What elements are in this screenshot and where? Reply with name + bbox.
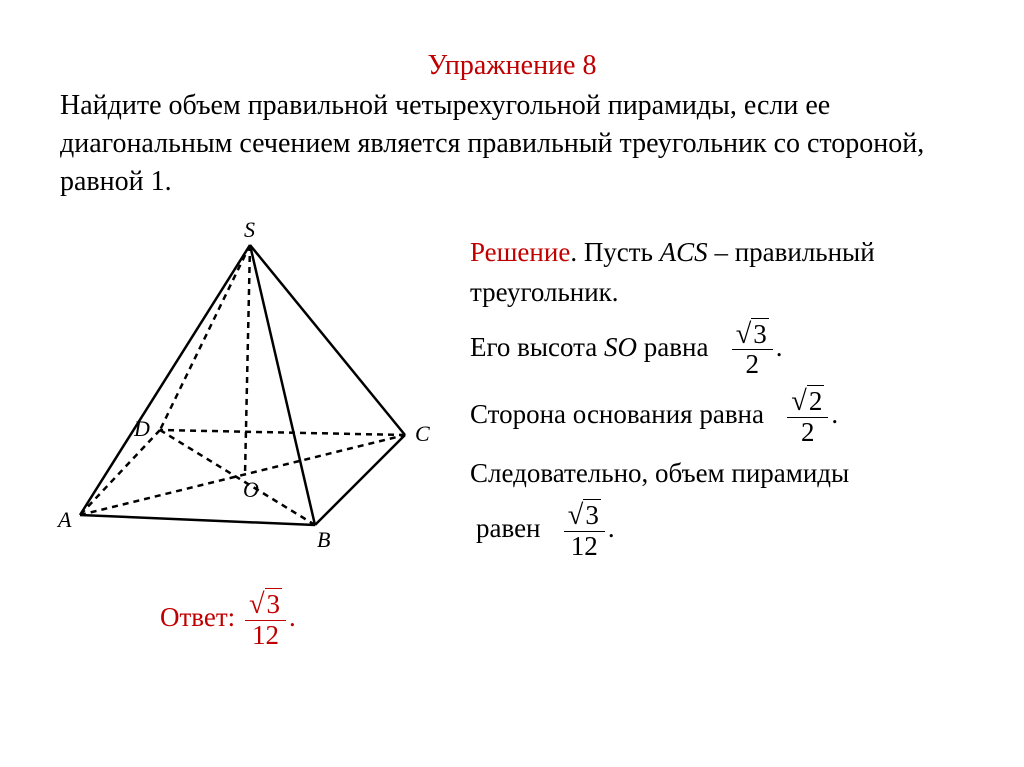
problem-statement: Найдите объем правильной четырехугольной… bbox=[0, 82, 1024, 200]
exercise-title: Упражнение 8 bbox=[0, 0, 1024, 82]
answer-num-root: 3 bbox=[265, 588, 283, 619]
content-row: S A B C D O Ответ: 3 12 . Решение. Пусть ACS … bbox=[0, 200, 1024, 649]
solution-line-4: Следовательно, объем пирамиды bbox=[470, 454, 984, 493]
svg-text:A: A bbox=[56, 507, 72, 532]
problem-text: Найдите объем правильной четырехугольной… bbox=[60, 90, 924, 197]
solution-column: Решение. Пусть ACS – правильный треуголь… bbox=[460, 215, 984, 649]
answer-den: 12 bbox=[245, 621, 286, 649]
answer-block: Ответ: 3 12 . bbox=[160, 590, 460, 649]
fraction-3: 3 12 bbox=[564, 501, 605, 560]
diagram-column: S A B C D O Ответ: 3 12 . bbox=[40, 215, 460, 649]
solution-line-2: Его высота SO равна 3 2 . bbox=[470, 320, 984, 379]
solution-line-1: Решение. Пусть ACS – правильный треуголь… bbox=[470, 233, 984, 311]
fraction-1: 3 2 bbox=[732, 320, 773, 379]
solution-word: Решение bbox=[470, 237, 570, 267]
answer-period: . bbox=[289, 602, 296, 632]
svg-text:B: B bbox=[317, 527, 330, 552]
frac1-den: 2 bbox=[732, 350, 773, 378]
frac2-den: 2 bbox=[787, 418, 828, 446]
frac3-den: 12 bbox=[564, 532, 605, 560]
svg-text:O: O bbox=[243, 477, 259, 502]
title-text: Упражнение 8 bbox=[428, 50, 597, 81]
solution-line-3: Сторона основания равна 2 2 . bbox=[470, 387, 984, 446]
fraction-2: 2 2 bbox=[787, 387, 828, 446]
svg-text:D: D bbox=[133, 416, 150, 441]
answer-fraction: 3 12 bbox=[245, 590, 286, 649]
pyramid-diagram: S A B C D O bbox=[40, 215, 450, 555]
solution-line-5: равен 3 12 . bbox=[476, 501, 984, 560]
svg-text:S: S bbox=[244, 217, 255, 242]
frac2-num: 2 bbox=[807, 385, 825, 416]
svg-text:C: C bbox=[415, 421, 430, 446]
frac3-num: 3 bbox=[583, 499, 601, 530]
answer-label: Ответ: bbox=[160, 602, 235, 632]
frac1-num: 3 bbox=[751, 318, 769, 349]
